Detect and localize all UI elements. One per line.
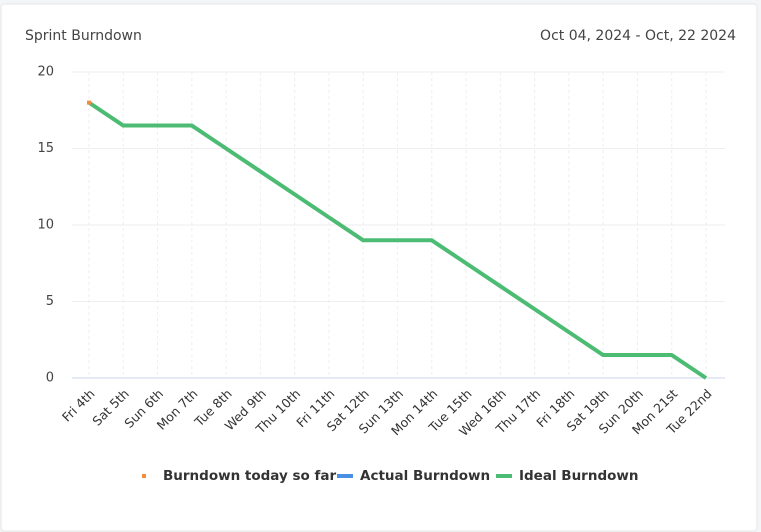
- series-line: [87, 100, 708, 380]
- y-tick-label: 0: [46, 371, 54, 386]
- marker: [87, 100, 91, 105]
- y-tick-label: 15: [37, 141, 54, 156]
- legend-label: Burndown today so far: [163, 468, 336, 484]
- date-range: Oct 04, 2024 - Oct, 22 2024: [540, 28, 736, 44]
- y-tick-label: 10: [37, 218, 54, 233]
- legend-label: Ideal Burndown: [519, 468, 638, 484]
- card-background: [0, 3, 758, 532]
- legend-symbol: [142, 474, 146, 478]
- legend-label: Actual Burndown: [360, 468, 490, 484]
- chart-title: Sprint Burndown: [25, 28, 142, 44]
- y-tick-label: 20: [37, 65, 54, 80]
- y-tick-label: 5: [46, 294, 54, 309]
